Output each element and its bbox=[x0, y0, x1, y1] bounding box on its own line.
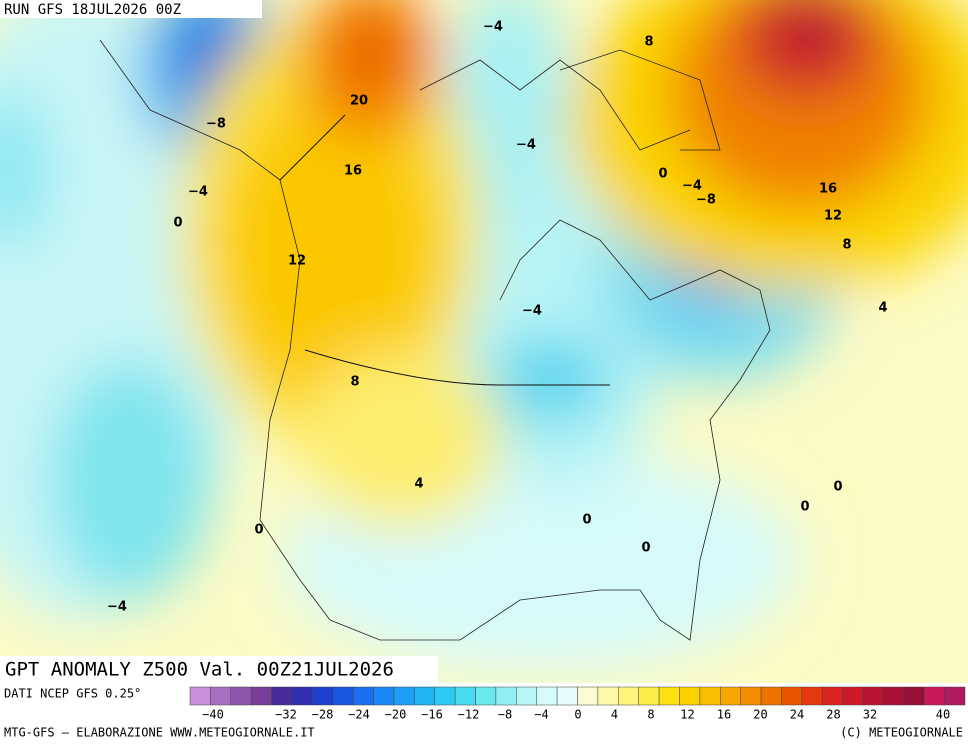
colorbar-label: 28 bbox=[826, 708, 840, 722]
contour-label: 0 bbox=[658, 167, 667, 182]
colorbar-box bbox=[495, 686, 517, 706]
colorbar-box bbox=[862, 686, 884, 706]
contour-label: −4 bbox=[483, 20, 503, 35]
colorbar-box bbox=[679, 686, 701, 706]
contour-label: 0 bbox=[582, 513, 591, 528]
anomaly-field bbox=[0, 0, 968, 683]
colorbar-label: −12 bbox=[458, 708, 480, 722]
colorbar-label: 20 bbox=[753, 708, 767, 722]
colorbar-box bbox=[923, 686, 945, 706]
footer-left: MTG-GFS — ELABORAZIONE WWW.METEOGIORNALE… bbox=[4, 726, 315, 740]
contour-label: −4 bbox=[107, 600, 127, 615]
colorbar-box bbox=[271, 686, 293, 706]
contour-label: 4 bbox=[878, 301, 887, 316]
contour-label: 0 bbox=[800, 500, 809, 515]
colorbar-label: 8 bbox=[647, 708, 654, 722]
colorbar-box bbox=[821, 686, 843, 706]
colorbar-box bbox=[189, 686, 211, 706]
colorbar-box bbox=[720, 686, 741, 706]
contour-label: 0 bbox=[173, 216, 182, 231]
colorbar-label: 16 bbox=[717, 708, 731, 722]
colorbar-box bbox=[414, 686, 435, 706]
contour-label: 0 bbox=[833, 480, 842, 495]
colorbar-label: 32 bbox=[863, 708, 877, 722]
source: DATI NCEP GFS 0.25° bbox=[4, 687, 141, 701]
colorbar-box bbox=[638, 686, 660, 706]
contour-label: 16 bbox=[344, 164, 362, 179]
colorbar-label: 0 bbox=[574, 708, 581, 722]
colorbar-label: −4 bbox=[534, 708, 548, 722]
colorbar-box bbox=[883, 686, 905, 706]
colorbar-box bbox=[740, 686, 762, 706]
contour-label: −4 bbox=[188, 185, 208, 200]
colorbar-box bbox=[944, 686, 966, 706]
colorbar-box bbox=[332, 686, 354, 706]
contour-label: −4 bbox=[516, 138, 536, 153]
contour-label: −4 bbox=[522, 304, 542, 319]
colorbar-box bbox=[352, 686, 374, 706]
colorbar-box bbox=[556, 686, 578, 706]
colorbar-box bbox=[312, 686, 334, 706]
colorbar-box bbox=[699, 686, 721, 706]
contour-label: −8 bbox=[206, 117, 226, 132]
colorbar-box bbox=[475, 686, 497, 706]
colorbar-box bbox=[230, 686, 252, 706]
colorbar-box bbox=[781, 686, 803, 706]
contour-label: 20 bbox=[350, 94, 368, 109]
colorbar-box bbox=[597, 686, 619, 706]
contour-label: −8 bbox=[696, 193, 716, 208]
contour-label: −4 bbox=[682, 179, 702, 194]
colorbar-box bbox=[250, 686, 272, 706]
colorbar-box bbox=[618, 686, 639, 706]
title-box bbox=[0, 656, 438, 683]
colorbar-label: −40 bbox=[202, 708, 224, 722]
colorbar-box bbox=[454, 686, 476, 706]
colorbar-label: 24 bbox=[790, 708, 804, 722]
colorbar-box bbox=[373, 686, 395, 706]
colorbar-label: 4 bbox=[611, 708, 618, 722]
colorbar-box bbox=[536, 686, 558, 706]
contour-label: 12 bbox=[824, 209, 842, 224]
contour-label: 8 bbox=[644, 35, 653, 50]
colorbar-label: −28 bbox=[312, 708, 334, 722]
contour-label: 8 bbox=[842, 238, 851, 253]
contour-label: 4 bbox=[414, 477, 423, 492]
colorbar-box bbox=[842, 686, 864, 706]
colorbar-label: −20 bbox=[385, 708, 407, 722]
contour-label: 12 bbox=[288, 254, 306, 269]
colorbar-label: −16 bbox=[421, 708, 443, 722]
contour-label: 0 bbox=[641, 541, 650, 556]
colorbar-box bbox=[903, 686, 925, 706]
colorbar-box bbox=[658, 686, 680, 706]
colorbar-box bbox=[760, 686, 782, 706]
header: RUN GFS 18JUL2026 00Z bbox=[4, 2, 181, 18]
colorbar-box bbox=[801, 686, 823, 706]
colorbar-box bbox=[434, 686, 456, 706]
header-box bbox=[0, 0, 262, 18]
colorbar-box bbox=[516, 686, 537, 706]
colorbar-box bbox=[577, 686, 599, 706]
contour-label: 0 bbox=[254, 523, 263, 538]
colorbar-box bbox=[291, 686, 313, 706]
colorbar-label: −32 bbox=[275, 708, 297, 722]
colorbar-label: −8 bbox=[498, 708, 512, 722]
colorbar-label: 12 bbox=[680, 708, 694, 722]
footer-right: (C) METEOGIORNALE bbox=[840, 726, 963, 740]
colorbar-label: 40 bbox=[936, 708, 950, 722]
colorbar-box bbox=[393, 686, 415, 706]
map-title: GPT ANOMALY Z500 Val. 00Z21JUL2026 bbox=[5, 659, 394, 681]
colorbar-label: −24 bbox=[348, 708, 370, 722]
colorbar-box bbox=[210, 686, 232, 706]
contour-label: 16 bbox=[819, 182, 837, 197]
contour-label: 8 bbox=[350, 375, 359, 390]
